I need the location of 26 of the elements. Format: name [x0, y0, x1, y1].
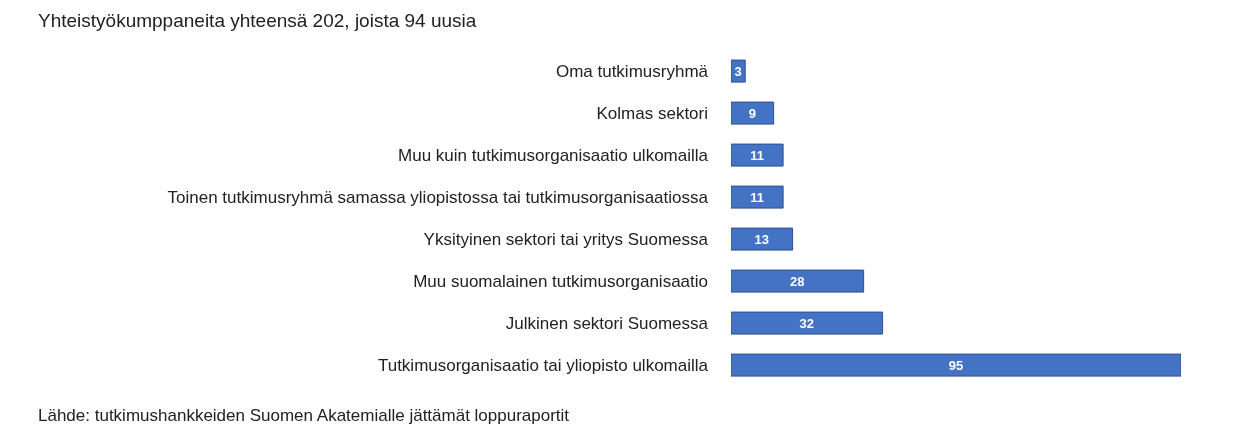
data-label: 3 [734, 63, 742, 79]
data-label: 11 [750, 189, 764, 205]
data-label: 28 [790, 273, 805, 289]
bar [731, 143, 784, 167]
y-tick-label: Tutkimusorganisaatio tai yliopisto ulkomailla [377, 356, 709, 376]
data-label: 11 [750, 147, 764, 163]
bar [731, 269, 865, 293]
y-tick-label: Muu kuin tutkimusorganisaatio ulkomailla [398, 146, 709, 166]
bar [731, 353, 1181, 377]
data-label: 95 [948, 357, 964, 373]
bar [731, 311, 884, 335]
bar [731, 59, 746, 83]
y-tick-label: Yksityinen sektori tai yritys Suomessa [423, 230, 709, 250]
data-label: 9 [748, 105, 756, 121]
y-tick-label: Julkinen sektori Suomessa [505, 314, 709, 334]
y-tick-label: Kolmas sektori [596, 104, 708, 124]
y-tick-label: Oma tutkimusryhmä [555, 62, 709, 82]
data-label: 13 [754, 231, 770, 247]
y-tick-label: Toinen tutkimusryhmä samassa yliopistossa tai tutkimusorganisaatiossa [167, 188, 709, 208]
bar [731, 185, 784, 209]
bar [731, 227, 794, 251]
y-tick-label: Muu suomalainen tutkimusorganisaatio [413, 272, 708, 292]
data-label: 32 [799, 315, 815, 331]
text: Lähde: tutkimushankkeiden Suomen Akatemialle jättämät loppuraportit [38, 406, 570, 426]
bar [731, 101, 775, 125]
text: Yhteistyökumppaneita yhteensä 202, joista 94 uusia [38, 10, 477, 32]
